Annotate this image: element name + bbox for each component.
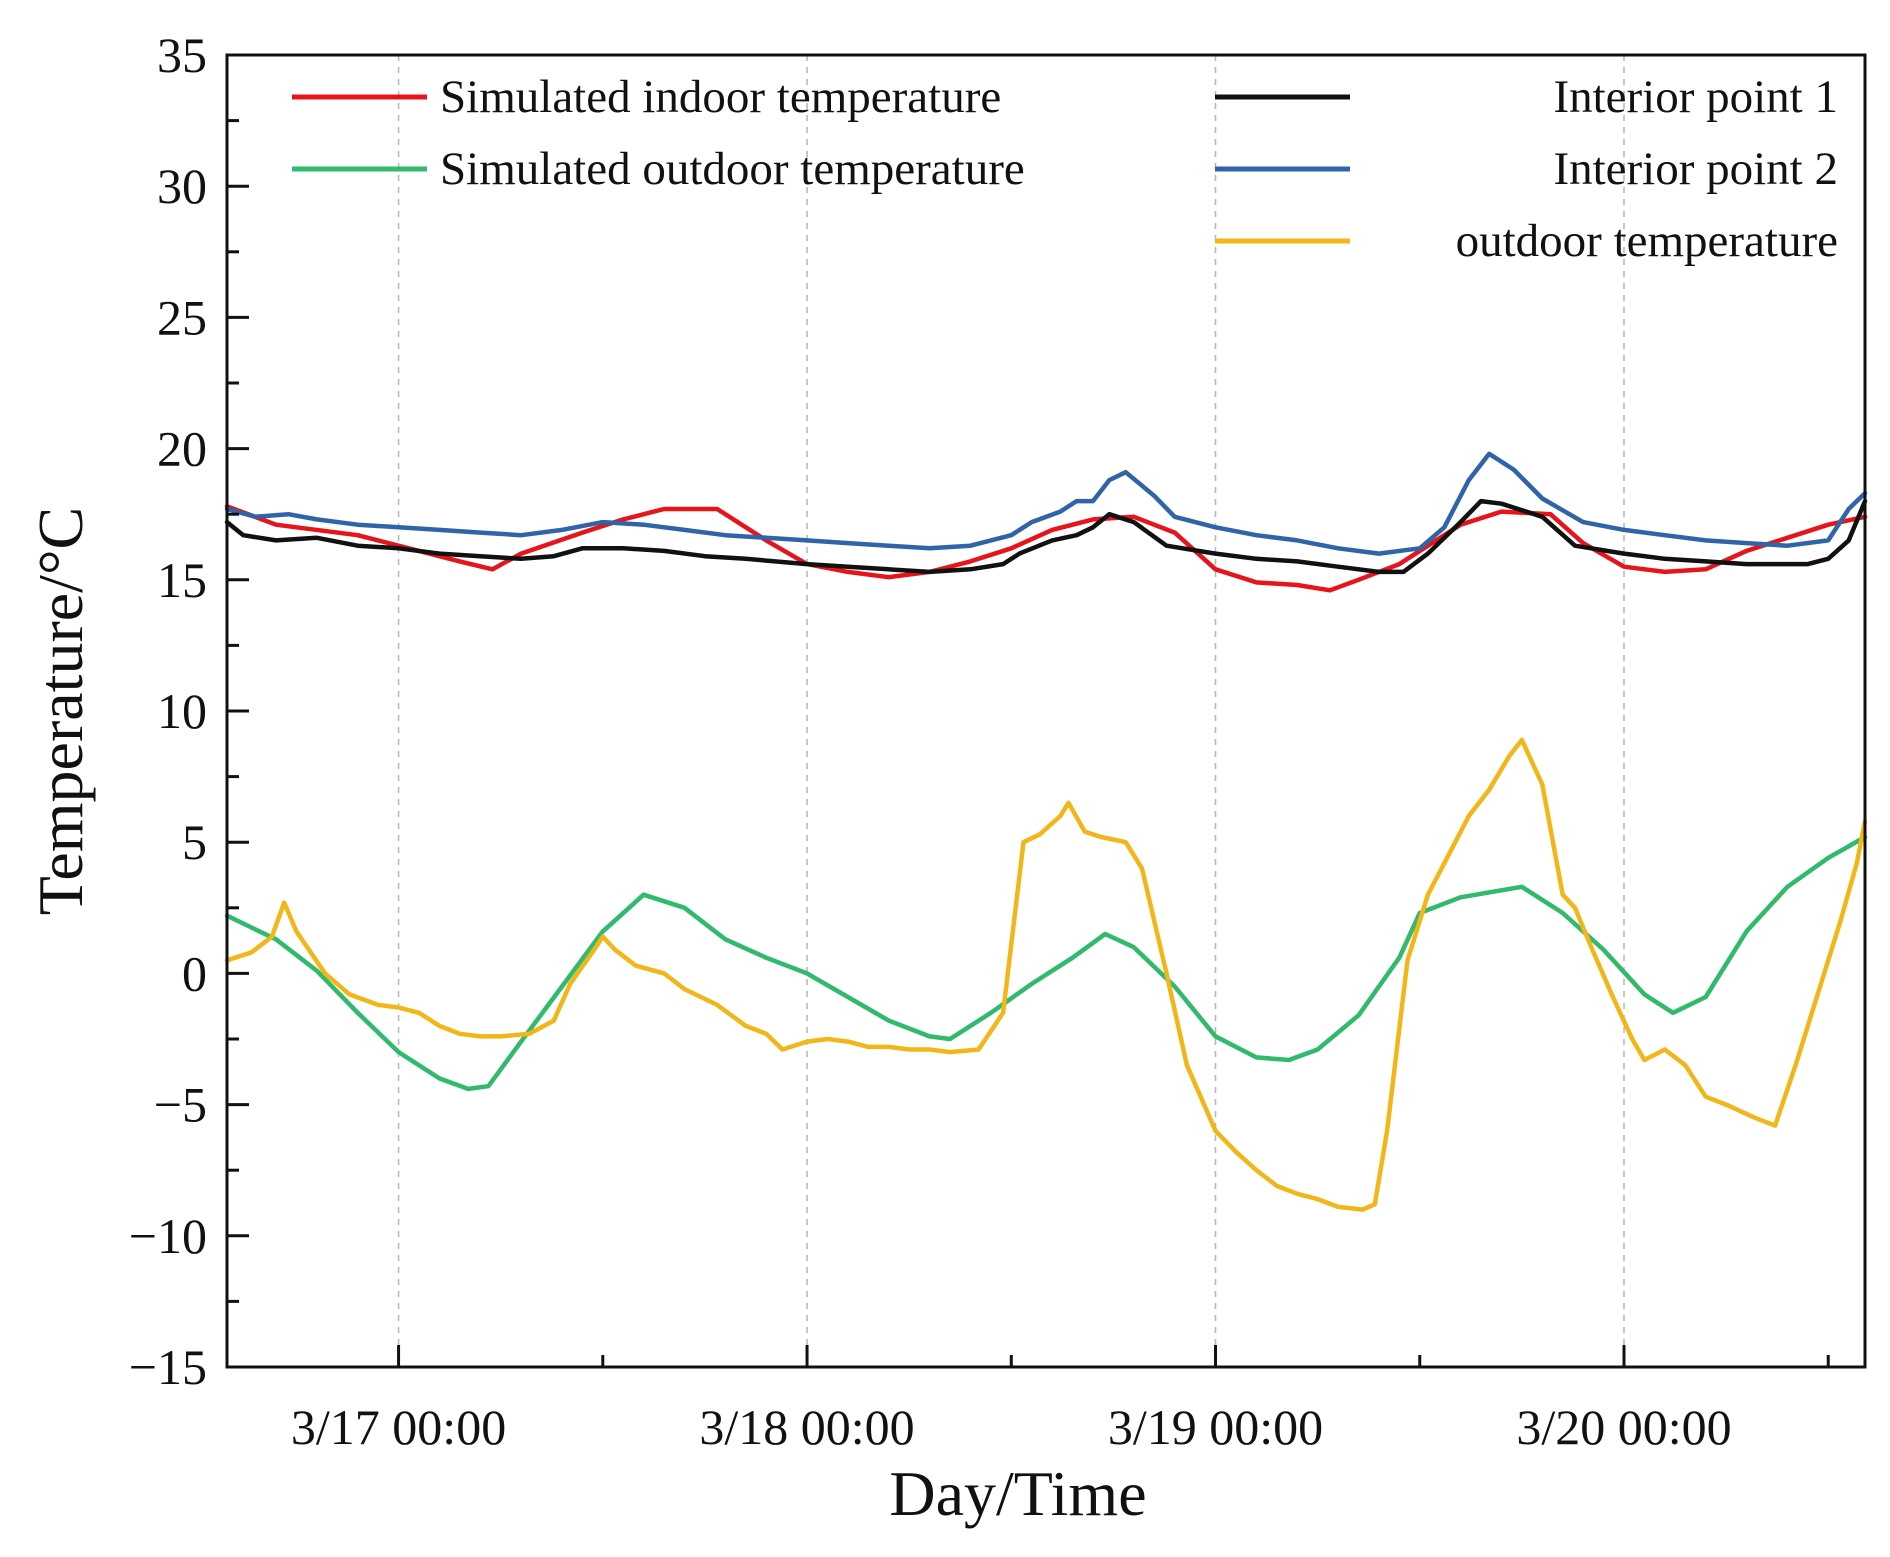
x-tick-label: 3/19 00:00	[1108, 1399, 1323, 1455]
legend: Simulated indoor temperature Simulated ou…	[292, 71, 1838, 267]
y-tick-label: −15	[129, 1339, 207, 1395]
series-line-2	[224, 834, 1868, 1092]
axis-layer: 35 30 25 20 15 10 5 0 −5 −10 −15 3/17 00:00 3/18 00:…	[129, 27, 1830, 1455]
y-tick-label: 15	[157, 552, 207, 608]
series-line-1	[224, 504, 1868, 593]
legend-label-2: Simulated outdoor temperature	[440, 143, 1025, 195]
y-tick-label: 5	[182, 814, 207, 870]
x-axis-title: Day/Time	[889, 1458, 1146, 1529]
y-tick-label: 35	[157, 27, 207, 83]
y-tick-label: −5	[154, 1077, 207, 1133]
series-line-3	[224, 498, 1868, 575]
series-line-5	[224, 737, 1868, 1212]
y-tick-label: 30	[157, 158, 207, 214]
y-tick-label: 20	[157, 421, 207, 477]
series-layer	[224, 451, 1868, 1212]
grid-layer	[397, 55, 1625, 1367]
x-tick-label: 3/20 00:00	[1516, 1399, 1731, 1455]
y-tick-label: −10	[129, 1208, 207, 1264]
legend-label-4: Interior point 2	[1553, 143, 1838, 195]
y-axis-title: Temperature/°C	[25, 507, 96, 916]
legend-label-1: Simulated indoor temperature	[440, 71, 1001, 123]
legend-label-5: outdoor temperature	[1456, 215, 1838, 267]
x-tick-label: 3/18 00:00	[699, 1399, 914, 1455]
y-tick-label: 25	[157, 289, 207, 345]
series-line-4	[224, 451, 1868, 556]
x-tick-label: 3/17 00:00	[291, 1399, 506, 1455]
y-tick-label: 10	[157, 683, 207, 739]
legend-label-3: Interior point 1	[1553, 71, 1838, 123]
y-tick-label: 0	[182, 945, 207, 1001]
